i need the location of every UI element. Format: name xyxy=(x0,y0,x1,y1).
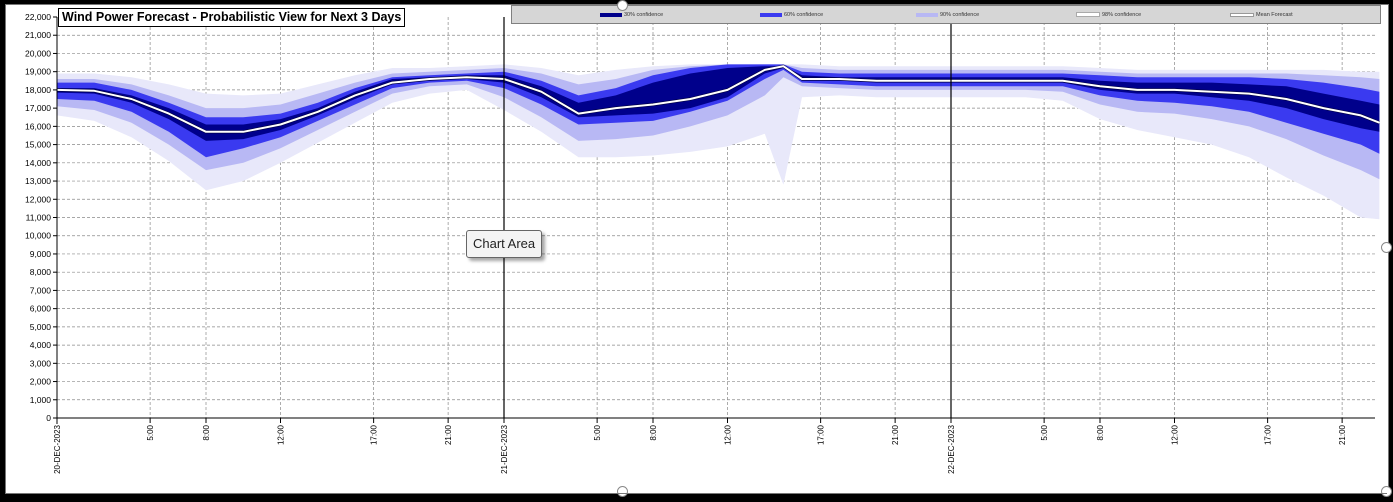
resize-handle-bottom-right[interactable] xyxy=(1381,486,1392,497)
x-tick-label: 12:00 xyxy=(1171,424,1180,445)
y-tick-label: 19,000 xyxy=(25,67,51,77)
legend: 30% confidence 60% confidence 90% confid… xyxy=(511,5,1381,24)
x-tick-label: 5:00 xyxy=(1040,424,1049,440)
y-tick-label: 12,000 xyxy=(25,194,51,204)
y-tick-label: 3,000 xyxy=(30,358,52,368)
legend-swatch-mean xyxy=(1230,12,1254,17)
legend-swatch-98 xyxy=(1076,12,1100,17)
y-tick-label: 18,000 xyxy=(25,85,51,95)
x-axis: 20-DEC-2023 5:00 8:00 12:00 17:00 21:00 21-DEC… xyxy=(53,417,1375,474)
y-tick-label: 14,000 xyxy=(25,158,51,168)
y-tick-label: 16,000 xyxy=(25,121,51,131)
x-tick-label: 17:00 xyxy=(1264,424,1273,445)
x-tick-label: 5:00 xyxy=(593,424,602,440)
x-tick-label: 17:00 xyxy=(817,424,826,445)
frame-bottom-border xyxy=(5,493,1387,494)
legend-label-60: 60% confidence xyxy=(784,11,824,18)
legend-item-mean: Mean Forecast xyxy=(1230,10,1293,19)
legend-swatch-30 xyxy=(600,12,622,17)
y-tick-label: 10,000 xyxy=(25,231,51,241)
legend-swatch-90 xyxy=(916,12,938,17)
x-tick-label: 8:00 xyxy=(1096,424,1105,440)
y-axis: 22,000 21,000 20,000 19,000 18,000 17,000 16,0… xyxy=(25,12,58,424)
day-separators xyxy=(503,17,952,418)
legend-item-30: 30% confidence xyxy=(600,10,663,19)
x-tick-label: 17:00 xyxy=(370,424,379,445)
y-tick-label: 22,000 xyxy=(25,12,51,22)
resize-handle-right[interactable] xyxy=(1381,242,1392,253)
legend-label-mean: Mean Forecast xyxy=(1256,11,1293,18)
legend-label-90: 90% confidence xyxy=(940,11,980,18)
mean-forecast-series xyxy=(56,64,1380,134)
y-tick-label: 13,000 xyxy=(25,176,51,186)
chart-area-tooltip: Chart Area xyxy=(466,230,543,258)
resize-handle-top[interactable] xyxy=(617,0,628,11)
y-tick-label: 6,000 xyxy=(30,304,52,314)
x-tick-label: 21-DEC-2023 xyxy=(500,424,509,473)
y-tick-label: 7,000 xyxy=(30,285,52,295)
x-tick-label: 8:00 xyxy=(649,424,658,440)
y-tick-label: 4,000 xyxy=(30,340,52,350)
band-98-confidence xyxy=(57,64,1380,220)
band-60-confidence xyxy=(57,64,1380,158)
y-tick-label: 2,000 xyxy=(30,377,52,387)
x-tick-label: 12:00 xyxy=(277,424,286,445)
x-tick-label: 21:00 xyxy=(891,424,900,445)
x-tick-label: 12:00 xyxy=(724,424,733,445)
y-tick-label: 15,000 xyxy=(25,140,51,150)
confidence-bands xyxy=(57,64,1380,220)
y-tick-label: 5,000 xyxy=(30,322,52,332)
y-tick-label: 0 xyxy=(46,413,51,423)
legend-item-60: 60% confidence xyxy=(760,10,823,19)
y-tick-label: 1,000 xyxy=(30,395,52,405)
legend-swatch-60 xyxy=(760,12,782,17)
chart-title: Wind Power Forecast - Probabilistic View… xyxy=(58,8,406,27)
resize-handle-bottom[interactable] xyxy=(617,486,628,497)
y-tick-label: 21,000 xyxy=(25,30,51,40)
band-90-confidence xyxy=(57,64,1380,180)
legend-label-98: 98% confidence xyxy=(1102,11,1142,18)
y-tick-label: 17,000 xyxy=(25,103,51,113)
y-tick-label: 11,000 xyxy=(26,213,52,223)
y-tick-label: 20,000 xyxy=(25,48,51,58)
mean-forecast-line xyxy=(56,65,1380,133)
x-tick-label: 20-DEC-2023 xyxy=(53,424,62,473)
x-tick-label: 21:00 xyxy=(444,424,453,445)
x-tick-label: 21:00 xyxy=(1338,424,1347,445)
legend-item-90: 90% confidence xyxy=(916,10,979,19)
legend-label-30: 30% confidence xyxy=(624,11,664,18)
y-tick-label: 9,000 xyxy=(30,249,52,259)
x-tick-label: 22-DEC-2023 xyxy=(947,424,956,473)
y-tick-label: 8,000 xyxy=(30,267,52,277)
x-tick-label: 5:00 xyxy=(146,424,155,440)
legend-item-98: 98% confidence xyxy=(1076,10,1141,19)
x-tick-label: 8:00 xyxy=(202,424,211,440)
